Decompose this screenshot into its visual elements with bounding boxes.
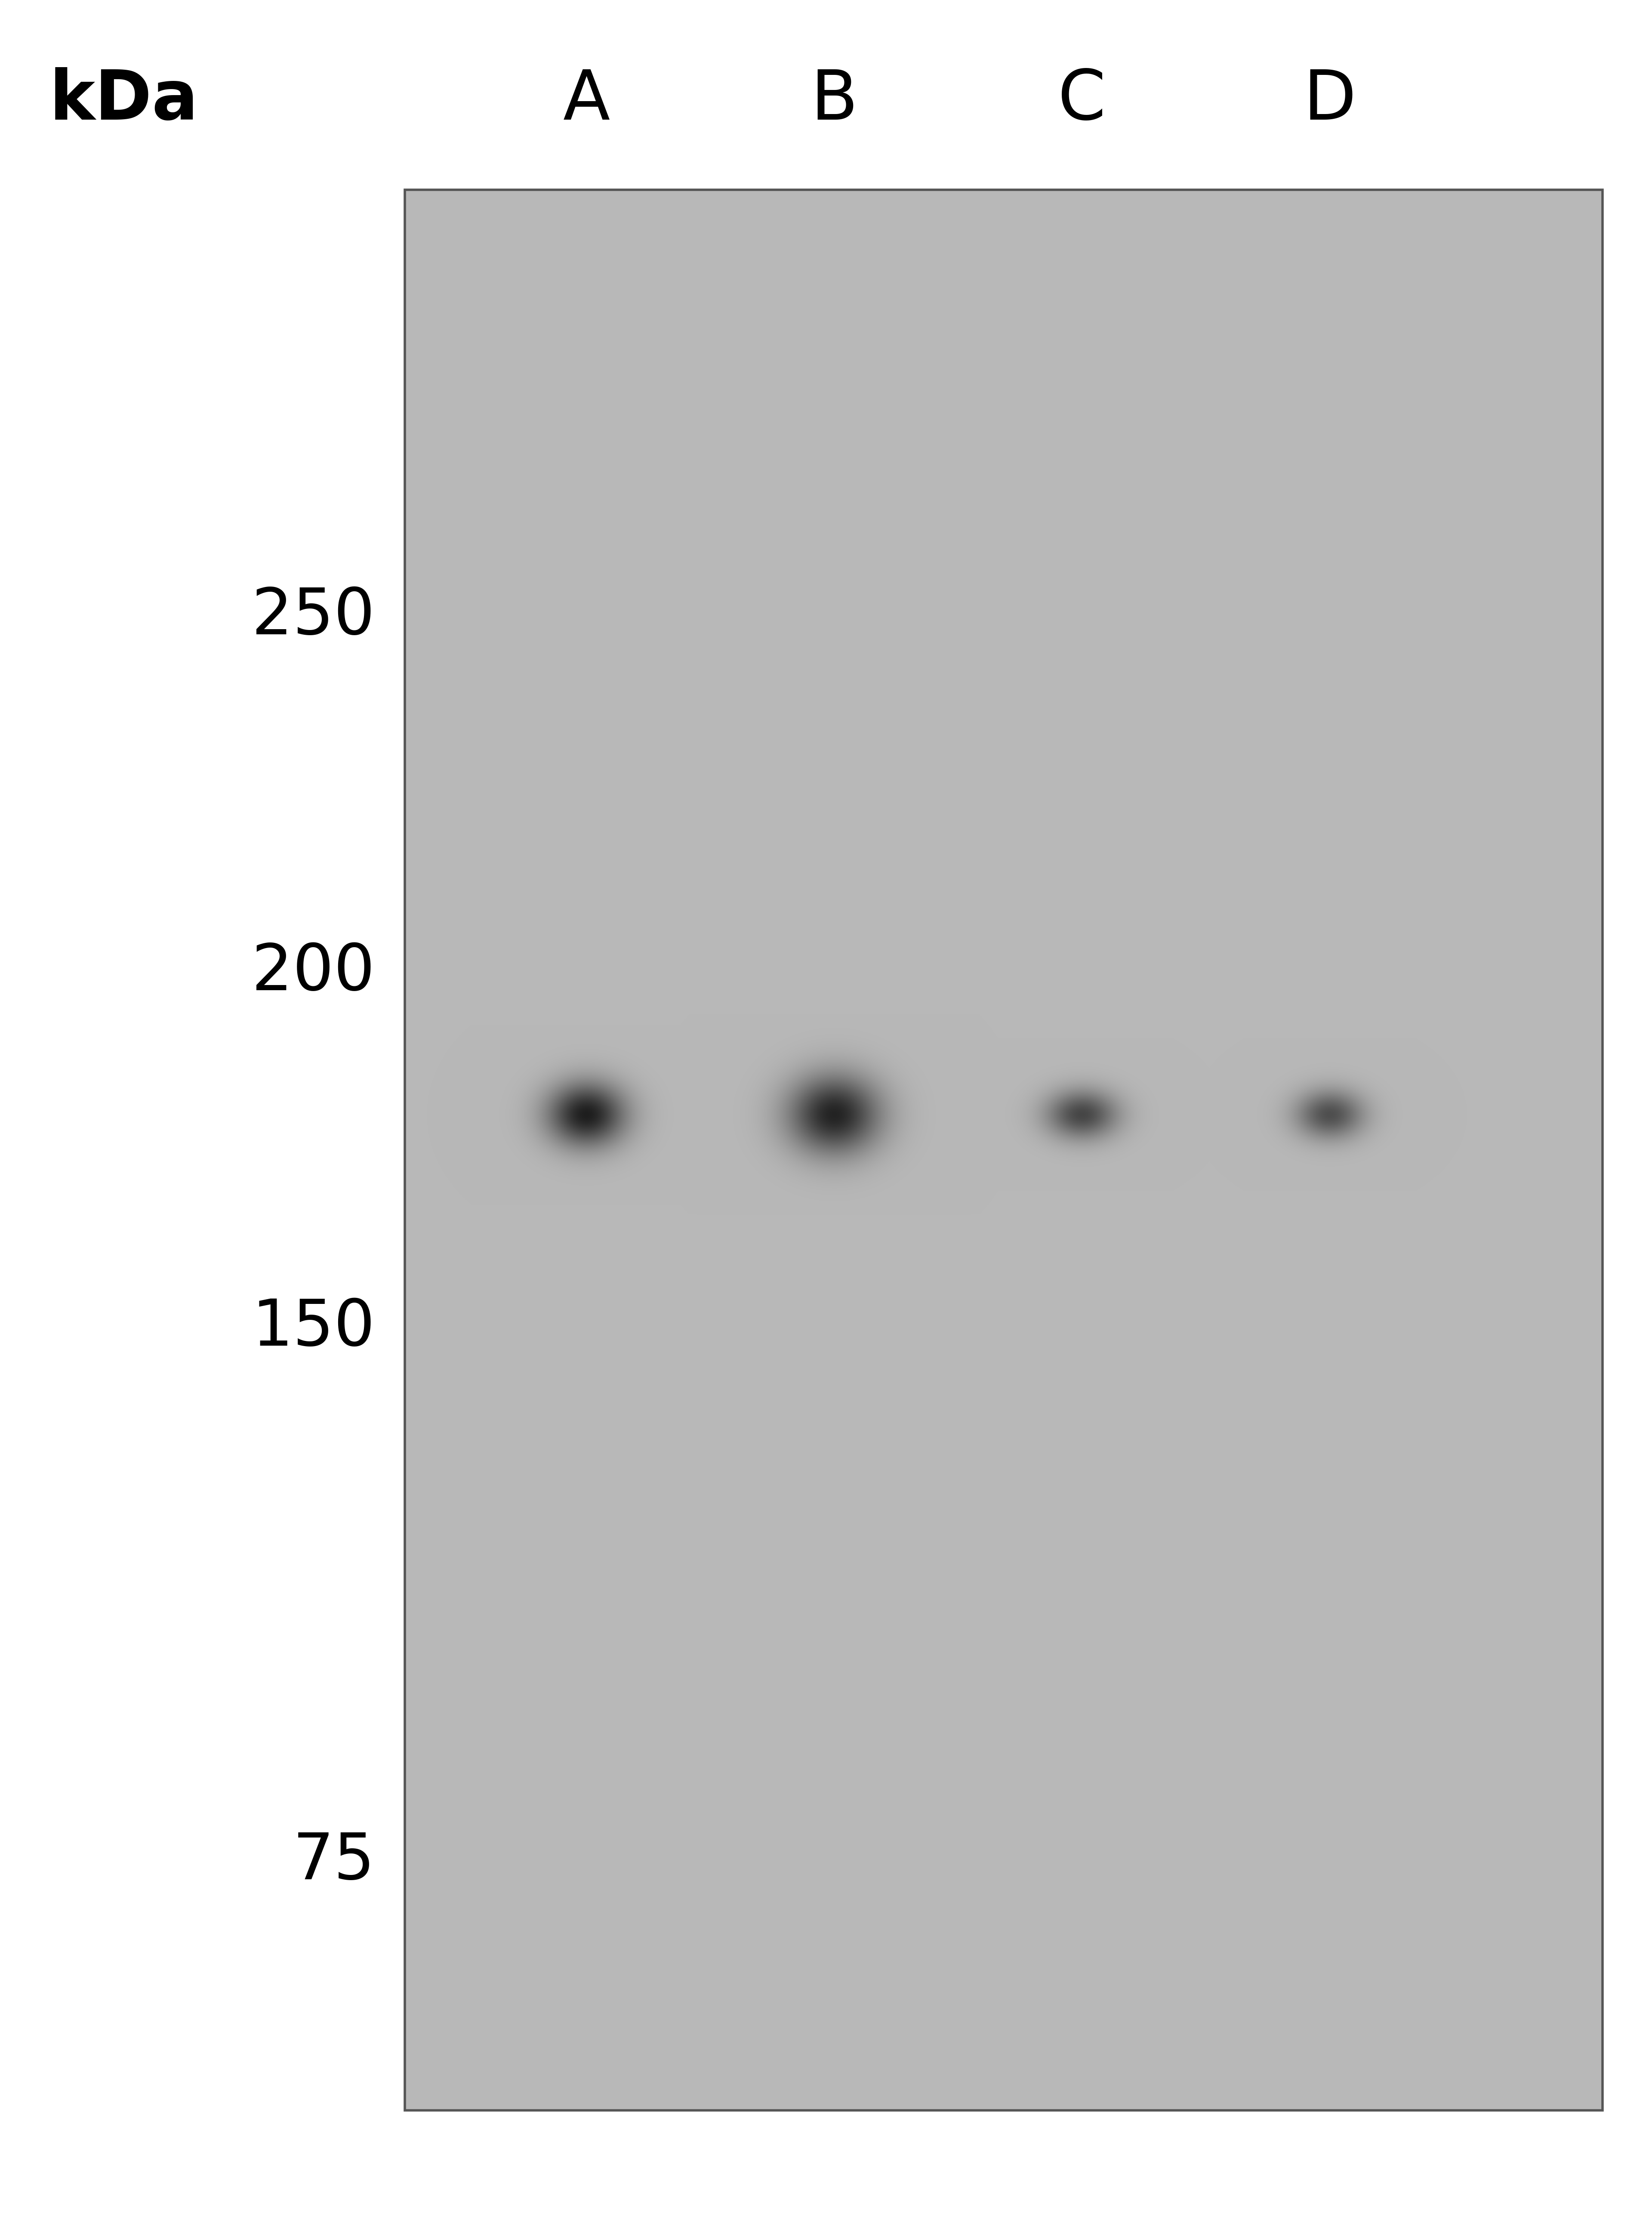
- Text: 75: 75: [292, 1831, 375, 1891]
- Text: 250: 250: [251, 585, 375, 648]
- Text: 150: 150: [251, 1297, 375, 1360]
- Text: C: C: [1057, 67, 1107, 134]
- Text: A: A: [563, 67, 610, 134]
- Text: kDa: kDa: [50, 67, 198, 134]
- Text: D: D: [1303, 67, 1356, 134]
- Text: 200: 200: [251, 940, 375, 1003]
- Text: B: B: [811, 67, 857, 134]
